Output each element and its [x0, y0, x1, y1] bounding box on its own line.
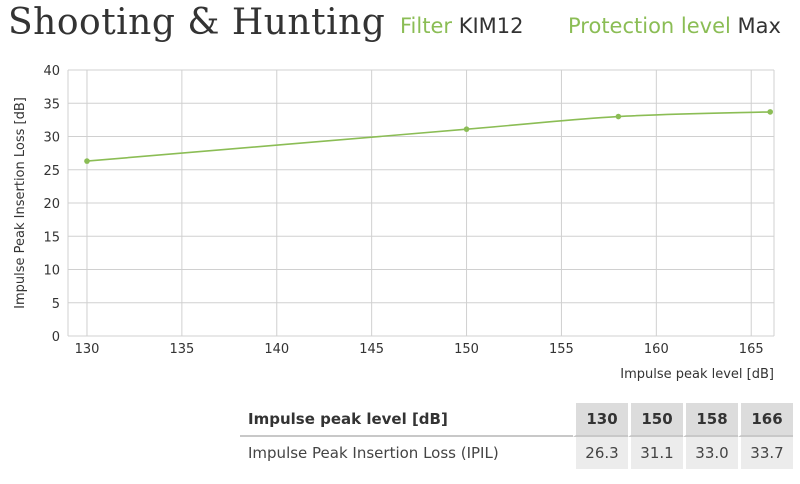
level-cell: 158	[683, 403, 738, 437]
page-title: Shooting & Hunting	[8, 2, 386, 43]
level-cell: 166	[738, 403, 793, 437]
x-tick-label: 145	[359, 342, 384, 357]
table-header-label: Impulse peak level [dB]	[240, 403, 573, 437]
x-tick-label: 140	[264, 342, 289, 357]
x-axis-label: Impulse peak level [dB]	[620, 367, 774, 382]
level-cell: 130	[573, 403, 628, 437]
x-tick-label: 160	[644, 342, 669, 357]
data-point	[767, 109, 774, 115]
x-tick-label: 150	[454, 342, 479, 357]
ipil-cell: 26.3	[573, 437, 628, 469]
x-tick-label: 130	[75, 342, 100, 357]
series-line	[86, 111, 771, 162]
y-tick-label: 40	[43, 64, 60, 79]
data-point	[615, 113, 622, 120]
filter-info: Filter KIM12	[400, 14, 524, 38]
y-tick-label: 10	[43, 264, 60, 279]
ipil-cell: 33.0	[683, 437, 738, 469]
y-tick-label: 0	[52, 330, 60, 345]
table-header-row: Impulse peak level [dB] 130 150 158 166	[240, 403, 793, 437]
data-point	[84, 158, 90, 164]
y-tick-label: 35	[43, 97, 60, 112]
level-cell: 150	[628, 403, 683, 437]
y-axis-label: Impulse Peak Insertion Loss [dB]	[13, 97, 28, 309]
protection-label: Protection level	[568, 14, 731, 38]
chart-series	[84, 109, 774, 164]
ipil-cell: 33.7	[738, 437, 793, 469]
ipil-table: Impulse peak level [dB] 130 150 158 166 …	[240, 403, 793, 469]
y-tick-label: 20	[43, 197, 60, 212]
y-tick-labels: 0 5 10 15 20 25 30 35 40	[43, 64, 60, 345]
data-point	[463, 126, 470, 132]
y-tick-label: 5	[52, 297, 60, 312]
filter-label: Filter	[400, 14, 453, 38]
y-tick-label: 25	[43, 164, 60, 179]
ipil-cell: 31.1	[628, 437, 683, 469]
y-tick-label: 15	[43, 230, 60, 245]
x-tick-labels: 130 135 140 145 150 155 160 165	[75, 342, 764, 357]
x-tick-label: 135	[169, 342, 194, 357]
protection-info: Protection level Max	[568, 14, 781, 38]
x-tick-label: 155	[549, 342, 574, 357]
filter-value: KIM12	[458, 14, 524, 38]
table-row: Impulse Peak Insertion Loss (IPIL) 26.3 …	[240, 437, 793, 469]
page-header: Shooting & Hunting Filter KIM12 Protecti…	[8, 2, 792, 50]
chart-grid	[67, 69, 775, 337]
y-tick-label: 30	[43, 131, 60, 146]
table-row-label: Impulse Peak Insertion Loss (IPIL)	[248, 444, 499, 462]
protection-value: Max	[737, 14, 781, 38]
insertion-loss-chart: 0 5 10 15 20 25 30 35 40 130 135 140 145 150 155 160 16…	[13, 64, 775, 382]
x-tick-label: 165	[739, 342, 764, 357]
